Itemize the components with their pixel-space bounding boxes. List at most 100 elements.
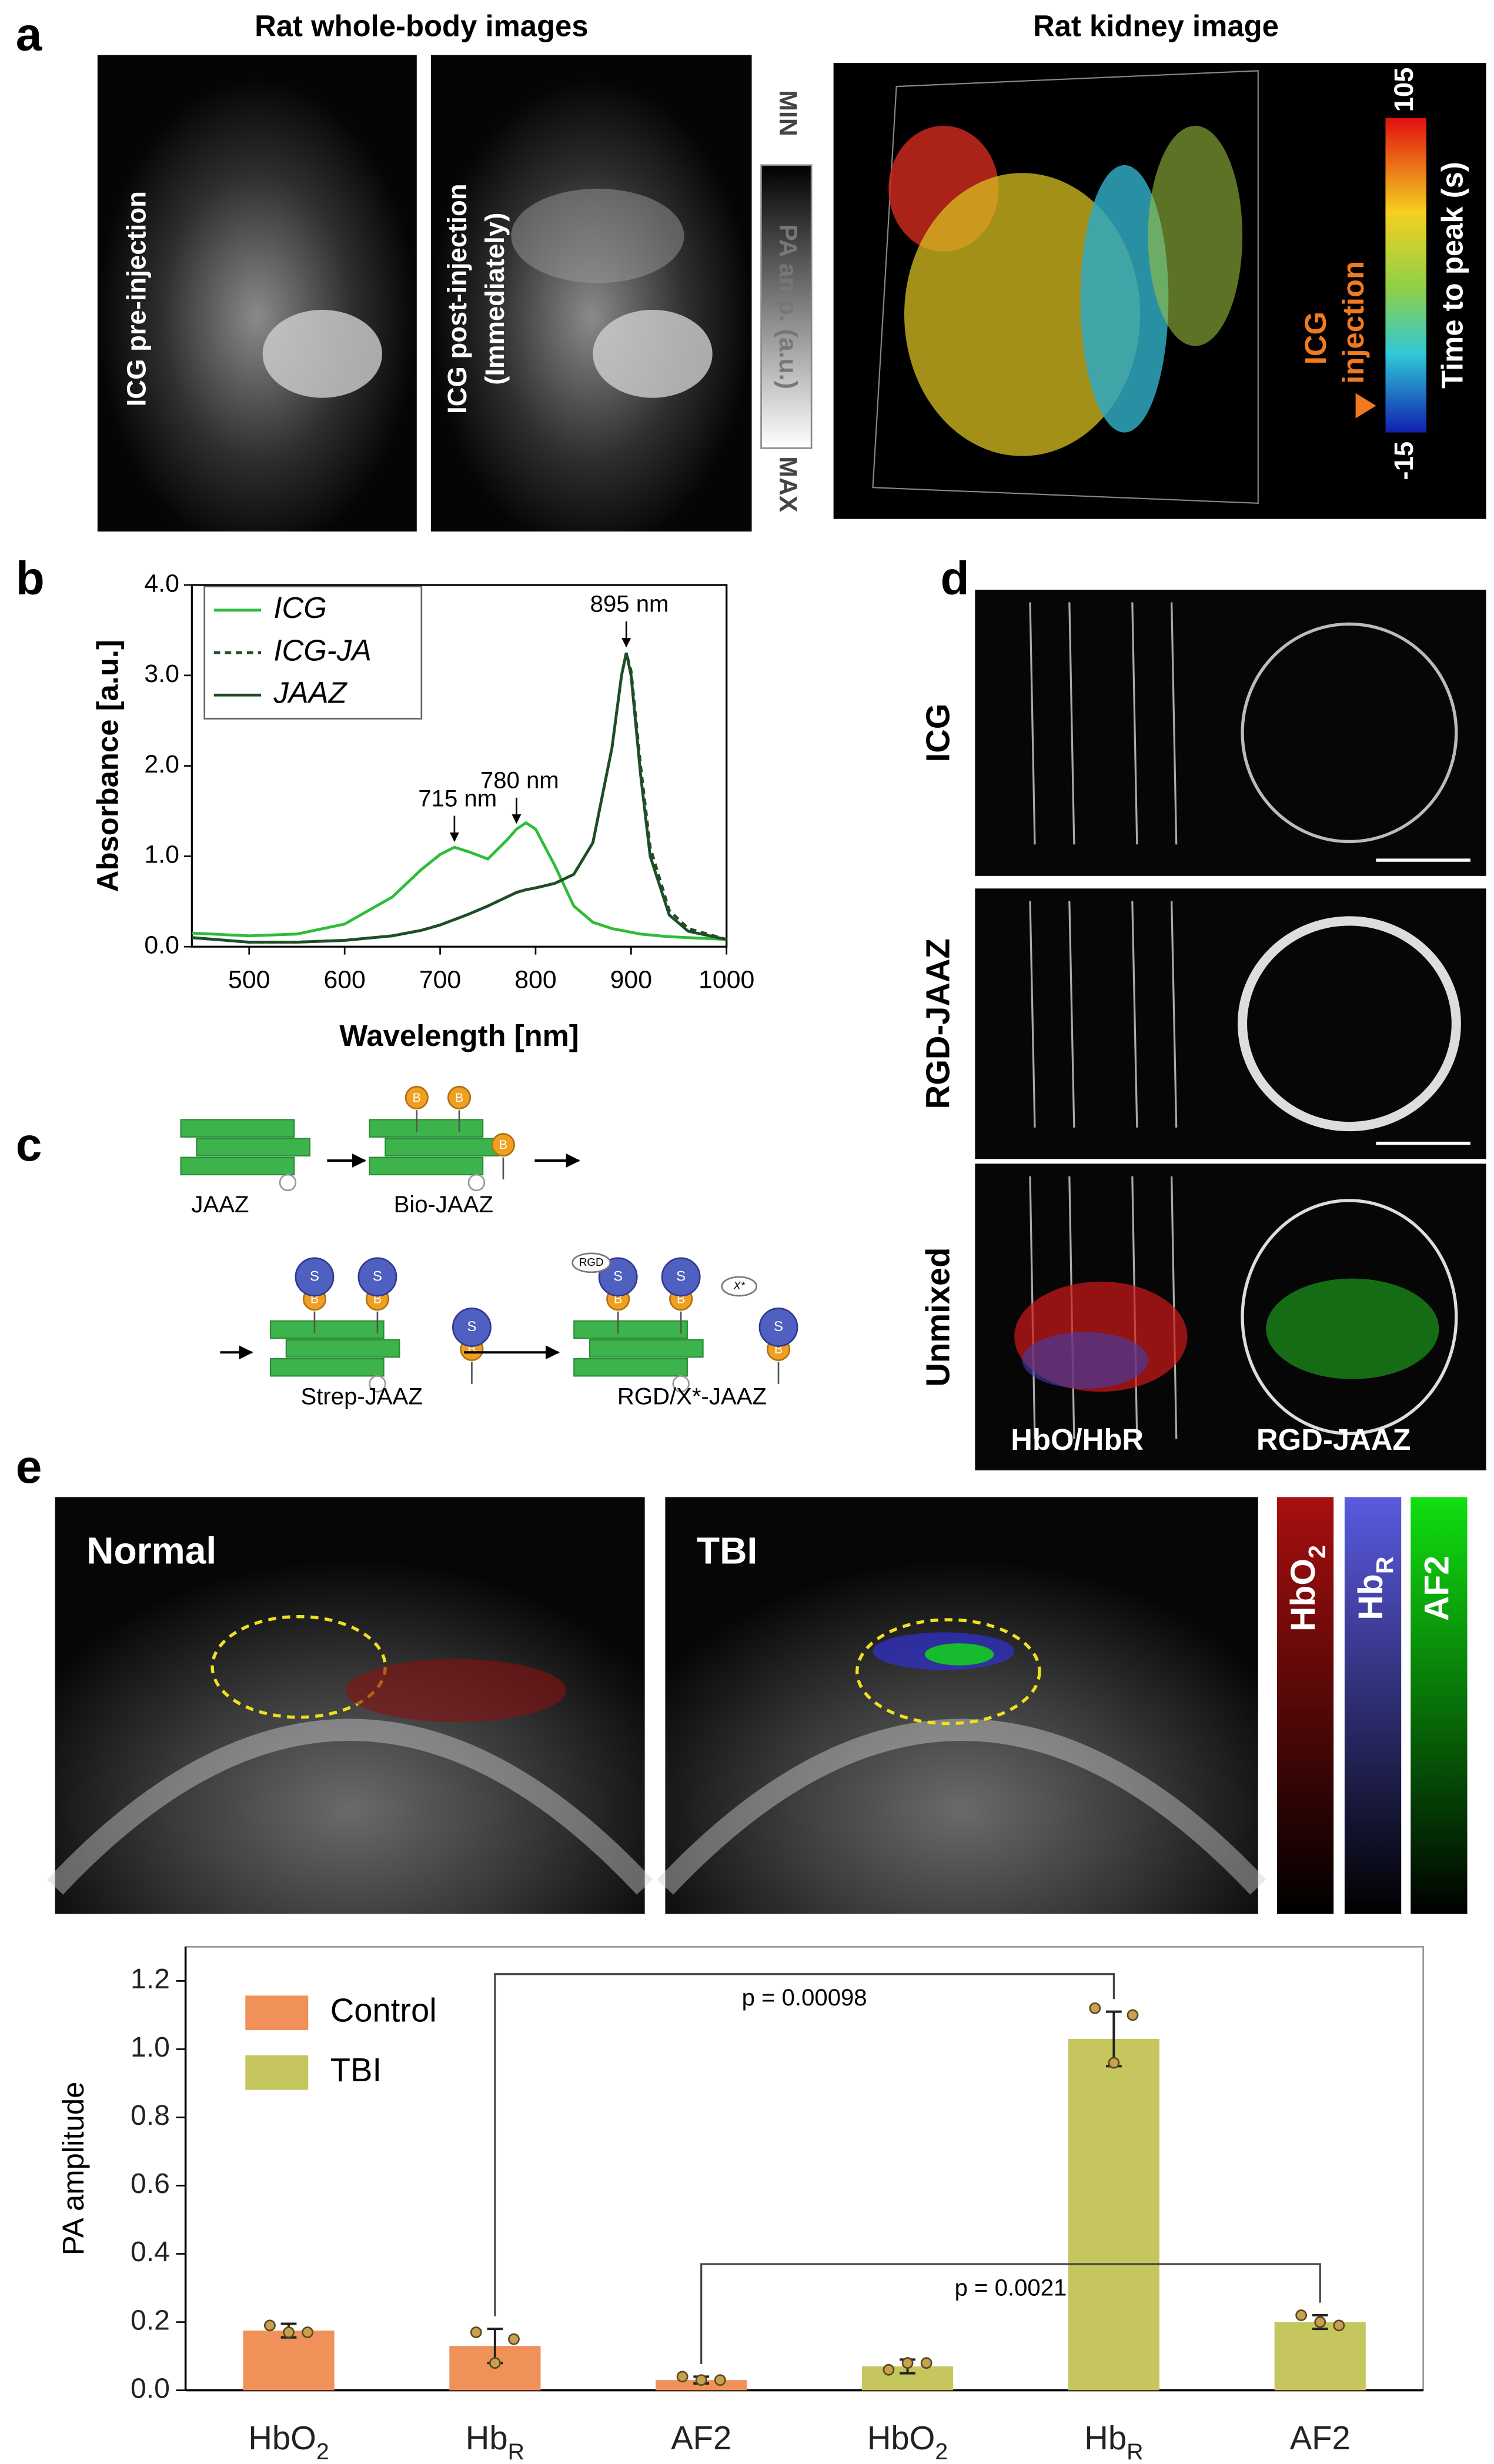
y-tick-label: 2.0 [144, 750, 179, 778]
data-point [920, 2357, 933, 2369]
roi [855, 1618, 1041, 1726]
injection-label: ICG [1299, 312, 1332, 365]
image-label: Normal [86, 1530, 216, 1572]
x-tick-label: 700 [419, 965, 461, 994]
ultrasound-images: Normal TBI HbO2 HbR AF2 [46, 1497, 1468, 1914]
x-tick-label-main: HbO [248, 2419, 316, 2456]
x-tick-label: 800 [514, 965, 556, 994]
data-point [1127, 2009, 1139, 2021]
y-tick-label: 3.0 [144, 660, 179, 688]
strep-glyph: S [373, 1268, 382, 1284]
colorbar [1385, 118, 1426, 433]
channel-label-main: Hb [1352, 1574, 1390, 1620]
azide [279, 1174, 297, 1192]
colorbar-label: MIN [774, 90, 802, 136]
bar [1068, 2038, 1159, 2391]
brick-row [196, 1138, 310, 1157]
organ [262, 309, 382, 398]
x-tick-label-sub: 2 [935, 2439, 948, 2461]
brick-row [180, 1156, 295, 1176]
image-label: ICG pre-injection [121, 191, 151, 406]
image-label: TBI [697, 1530, 757, 1572]
azide [467, 1174, 486, 1192]
vessel-ring [1241, 1199, 1458, 1435]
hbo-signal [346, 1659, 566, 1722]
data-point [1295, 2309, 1308, 2321]
microscopy-image [975, 888, 1486, 1159]
y-tick-label: 1.2 [131, 1963, 170, 1995]
vessel-ring [1241, 622, 1458, 844]
vessel [1029, 901, 1036, 1128]
y-tick-label: 0.0 [144, 931, 179, 959]
x-tick-label: 900 [610, 965, 652, 994]
x-tick-label: 600 [323, 965, 365, 994]
volume-box [872, 70, 1259, 504]
data-point [714, 2374, 726, 2386]
vessel [1131, 901, 1138, 1128]
channel-label-sub: 2 [1304, 1545, 1331, 1559]
data-point [1333, 2319, 1345, 2332]
vessel [1068, 602, 1075, 845]
legend-label: JAAZ [273, 676, 347, 710]
data-point [283, 2326, 295, 2338]
data-point [901, 2357, 914, 2369]
y-tick-label: 1.0 [144, 841, 179, 869]
colorbar-label: PA amp. (a.u.) [774, 224, 802, 389]
azide [672, 1375, 690, 1393]
strep-glyph: S [774, 1319, 783, 1335]
x-axis-label: Wavelength [nm] [339, 1019, 579, 1052]
legend-swatch [245, 1995, 309, 2031]
x-tick-label-sub: 2 [316, 2439, 329, 2461]
hbr-signal [1022, 1332, 1148, 1389]
panel-label: a [16, 8, 43, 61]
vessel-ring [1238, 916, 1461, 1132]
legend-label: ICG [273, 591, 326, 624]
data-point [695, 2374, 707, 2386]
x-tick-label: 500 [228, 965, 270, 994]
overlay-label: RGD-JAAZ [1256, 1423, 1411, 1456]
colorbar-label: Time to peak (s) [1436, 162, 1469, 389]
brick-row [180, 1119, 295, 1138]
x-tick-label-main: Hb [466, 2419, 508, 2456]
x-tick-label-main: HbO [867, 2419, 935, 2456]
ultrasound-image [665, 1497, 1258, 1914]
x-tick-label-main: AF2 [671, 2419, 731, 2456]
injection-label: injection [1336, 261, 1370, 384]
rgd-glyph: RGD [579, 1256, 604, 1268]
data-point [1089, 2002, 1101, 2014]
line-series [192, 652, 727, 944]
kidney-region [1080, 165, 1169, 433]
x-tick-label-sub: R [508, 2439, 524, 2461]
y-tick-label: 0.8 [131, 2099, 170, 2131]
channel-colorbar [1276, 1497, 1334, 1914]
rgd-tag [571, 1252, 611, 1273]
channel-label: HbO2 [1284, 1545, 1331, 1631]
significance-bracket [700, 2263, 1321, 2365]
panel-label: d [940, 552, 969, 605]
organ [511, 188, 684, 283]
kidney-region [1148, 125, 1243, 346]
data-point [489, 2357, 501, 2369]
colorbar-tick: -15 [1389, 442, 1419, 480]
channel-label-sub: R [1371, 1556, 1398, 1574]
panel-label: e [16, 1440, 42, 1493]
x-tick-label-main: Hb [1084, 2419, 1127, 2456]
vessel [1171, 901, 1178, 1128]
annotation: 780 nm [480, 767, 559, 794]
line-chart: 500 600 700 800 900 1000 0.0 1.0 2.0 3.0 4.0 Wavele… [91, 569, 755, 1052]
stage-label: JAAZ [191, 1191, 249, 1218]
annotation: 895 nm [590, 591, 669, 617]
y-tick-label: 0.4 [131, 2236, 170, 2268]
vessel [1171, 602, 1178, 845]
brick-row [269, 1320, 385, 1339]
panel-title: Rat whole-body images [255, 9, 589, 43]
y-axis-label: PA amplitude [56, 2082, 90, 2256]
whole-body-image [97, 55, 417, 532]
jaaz-signal [1266, 1278, 1439, 1379]
legend-label: TBI [330, 2051, 382, 2088]
bar [243, 2331, 335, 2391]
streptavidin [661, 1257, 701, 1297]
x-tick-label: HbO2 [867, 2419, 948, 2461]
